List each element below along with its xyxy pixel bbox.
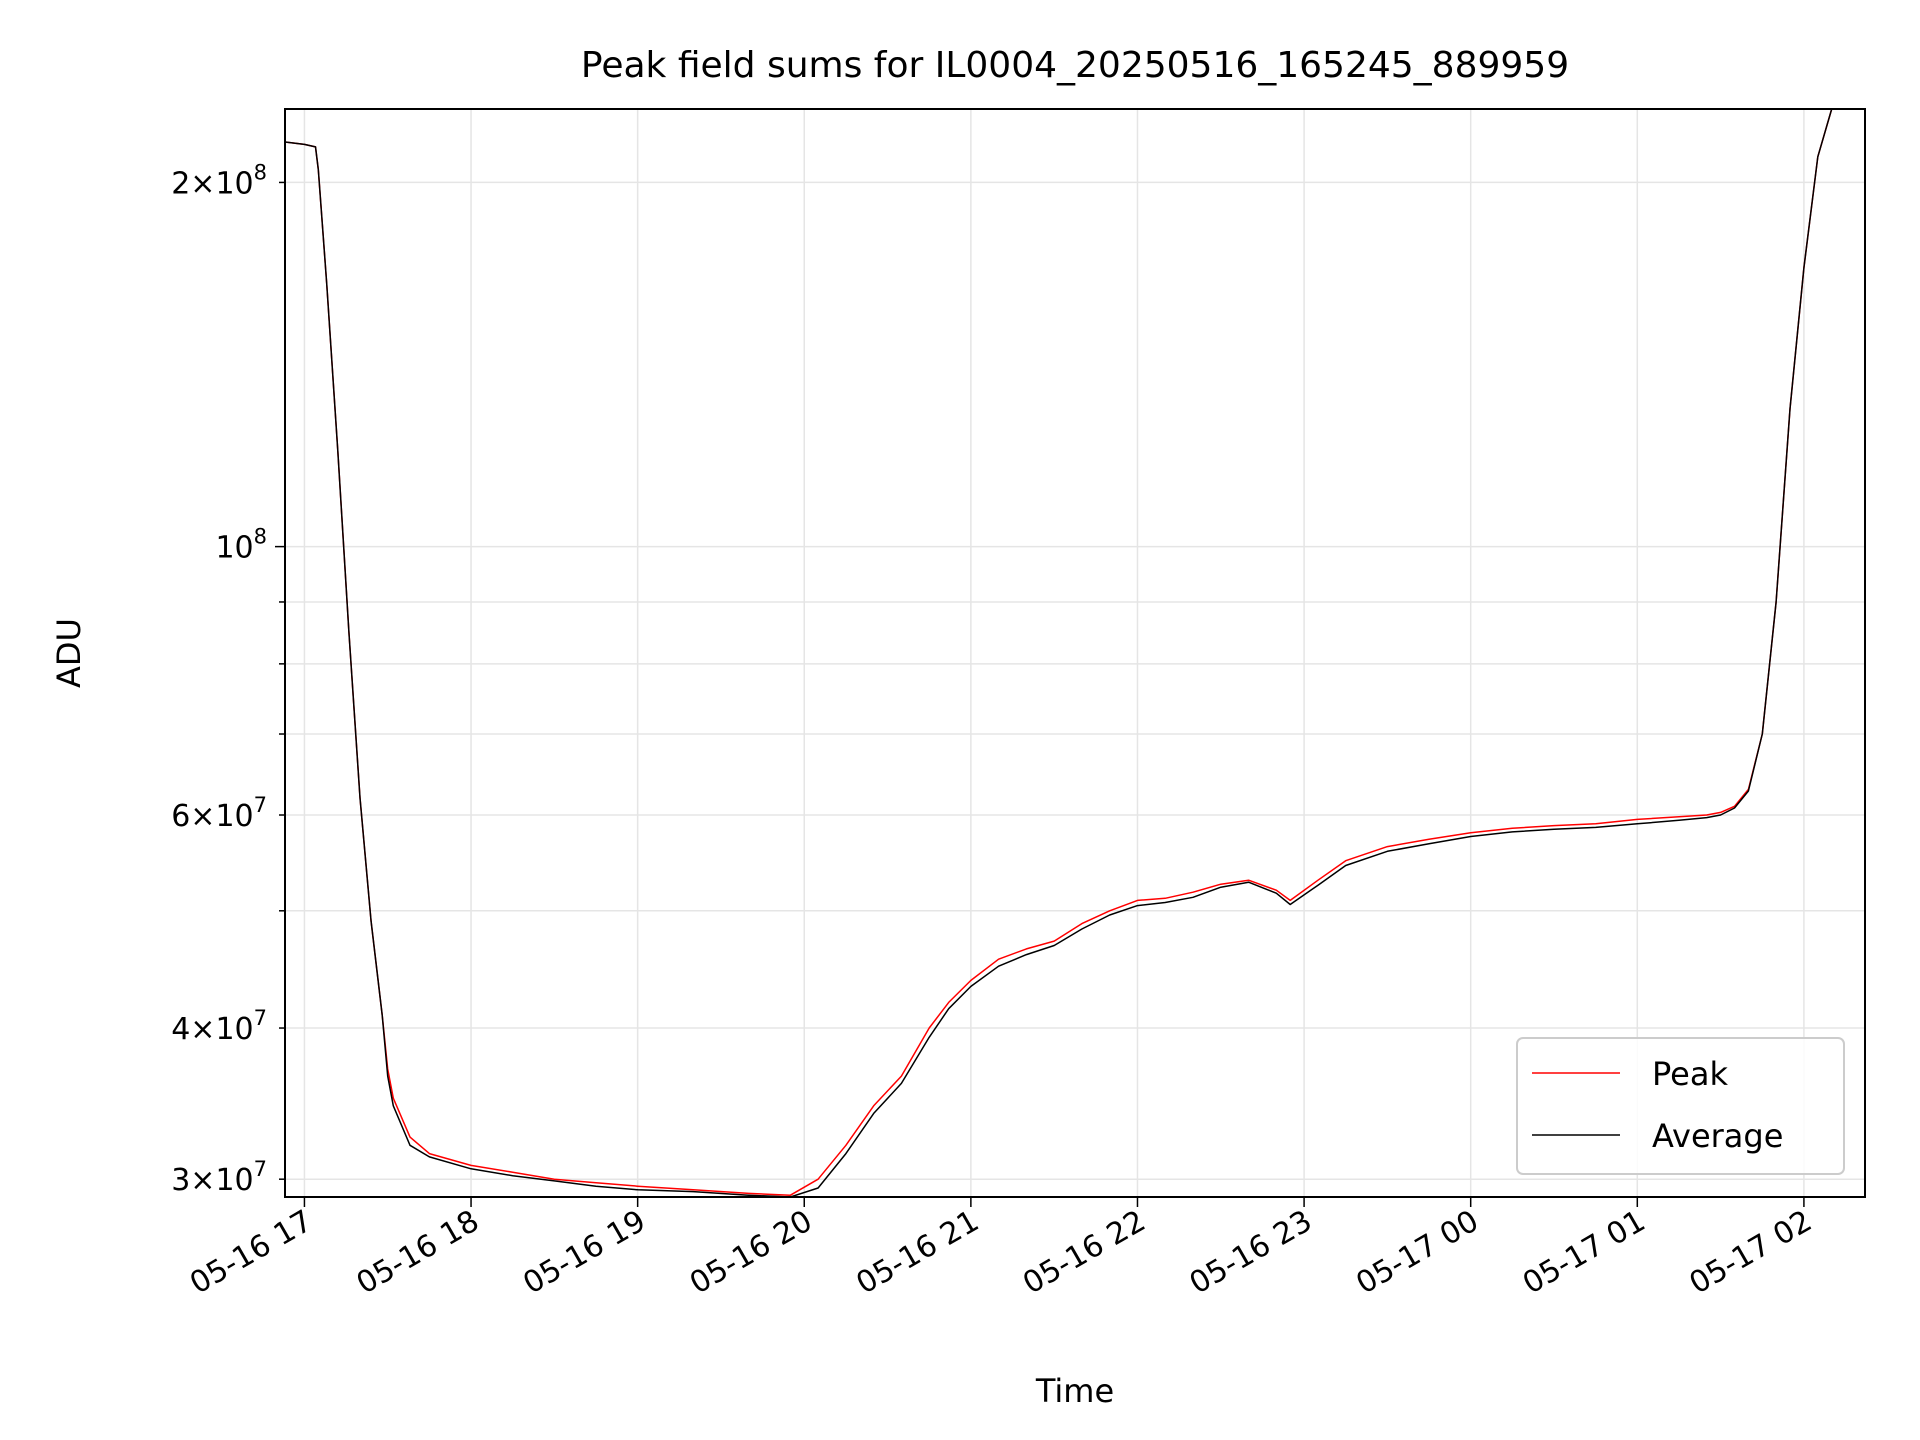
plot-frame: [284, 108, 1866, 1198]
y-axis-label: ADU: [50, 618, 88, 688]
x-axis-label: Time: [1035, 1372, 1114, 1410]
y-tick-label: 108: [215, 525, 267, 566]
y-tick-label: 6×107: [171, 793, 267, 834]
chart-title: Peak field sums for IL0004_20250516_1652…: [581, 45, 1569, 86]
legend-box: [1516, 1037, 1845, 1175]
legend-label-peak: Peak: [1652, 1055, 1728, 1093]
legend-label-average: Average: [1652, 1117, 1783, 1155]
y-tick-label: 4×107: [171, 1006, 267, 1047]
y-tick-label: 2×108: [171, 160, 267, 201]
grid: [285, 109, 1865, 1197]
y-tick-label: 3×107: [171, 1157, 267, 1198]
series-line-peak: [285, 109, 1865, 1196]
legend: Peak Average: [1516, 1037, 1845, 1175]
series-line-average: [285, 109, 1865, 1197]
plot-lines: [285, 109, 1865, 1197]
y-axis: 108 3×107 4×107 6×107 2×108: [171, 160, 285, 1198]
